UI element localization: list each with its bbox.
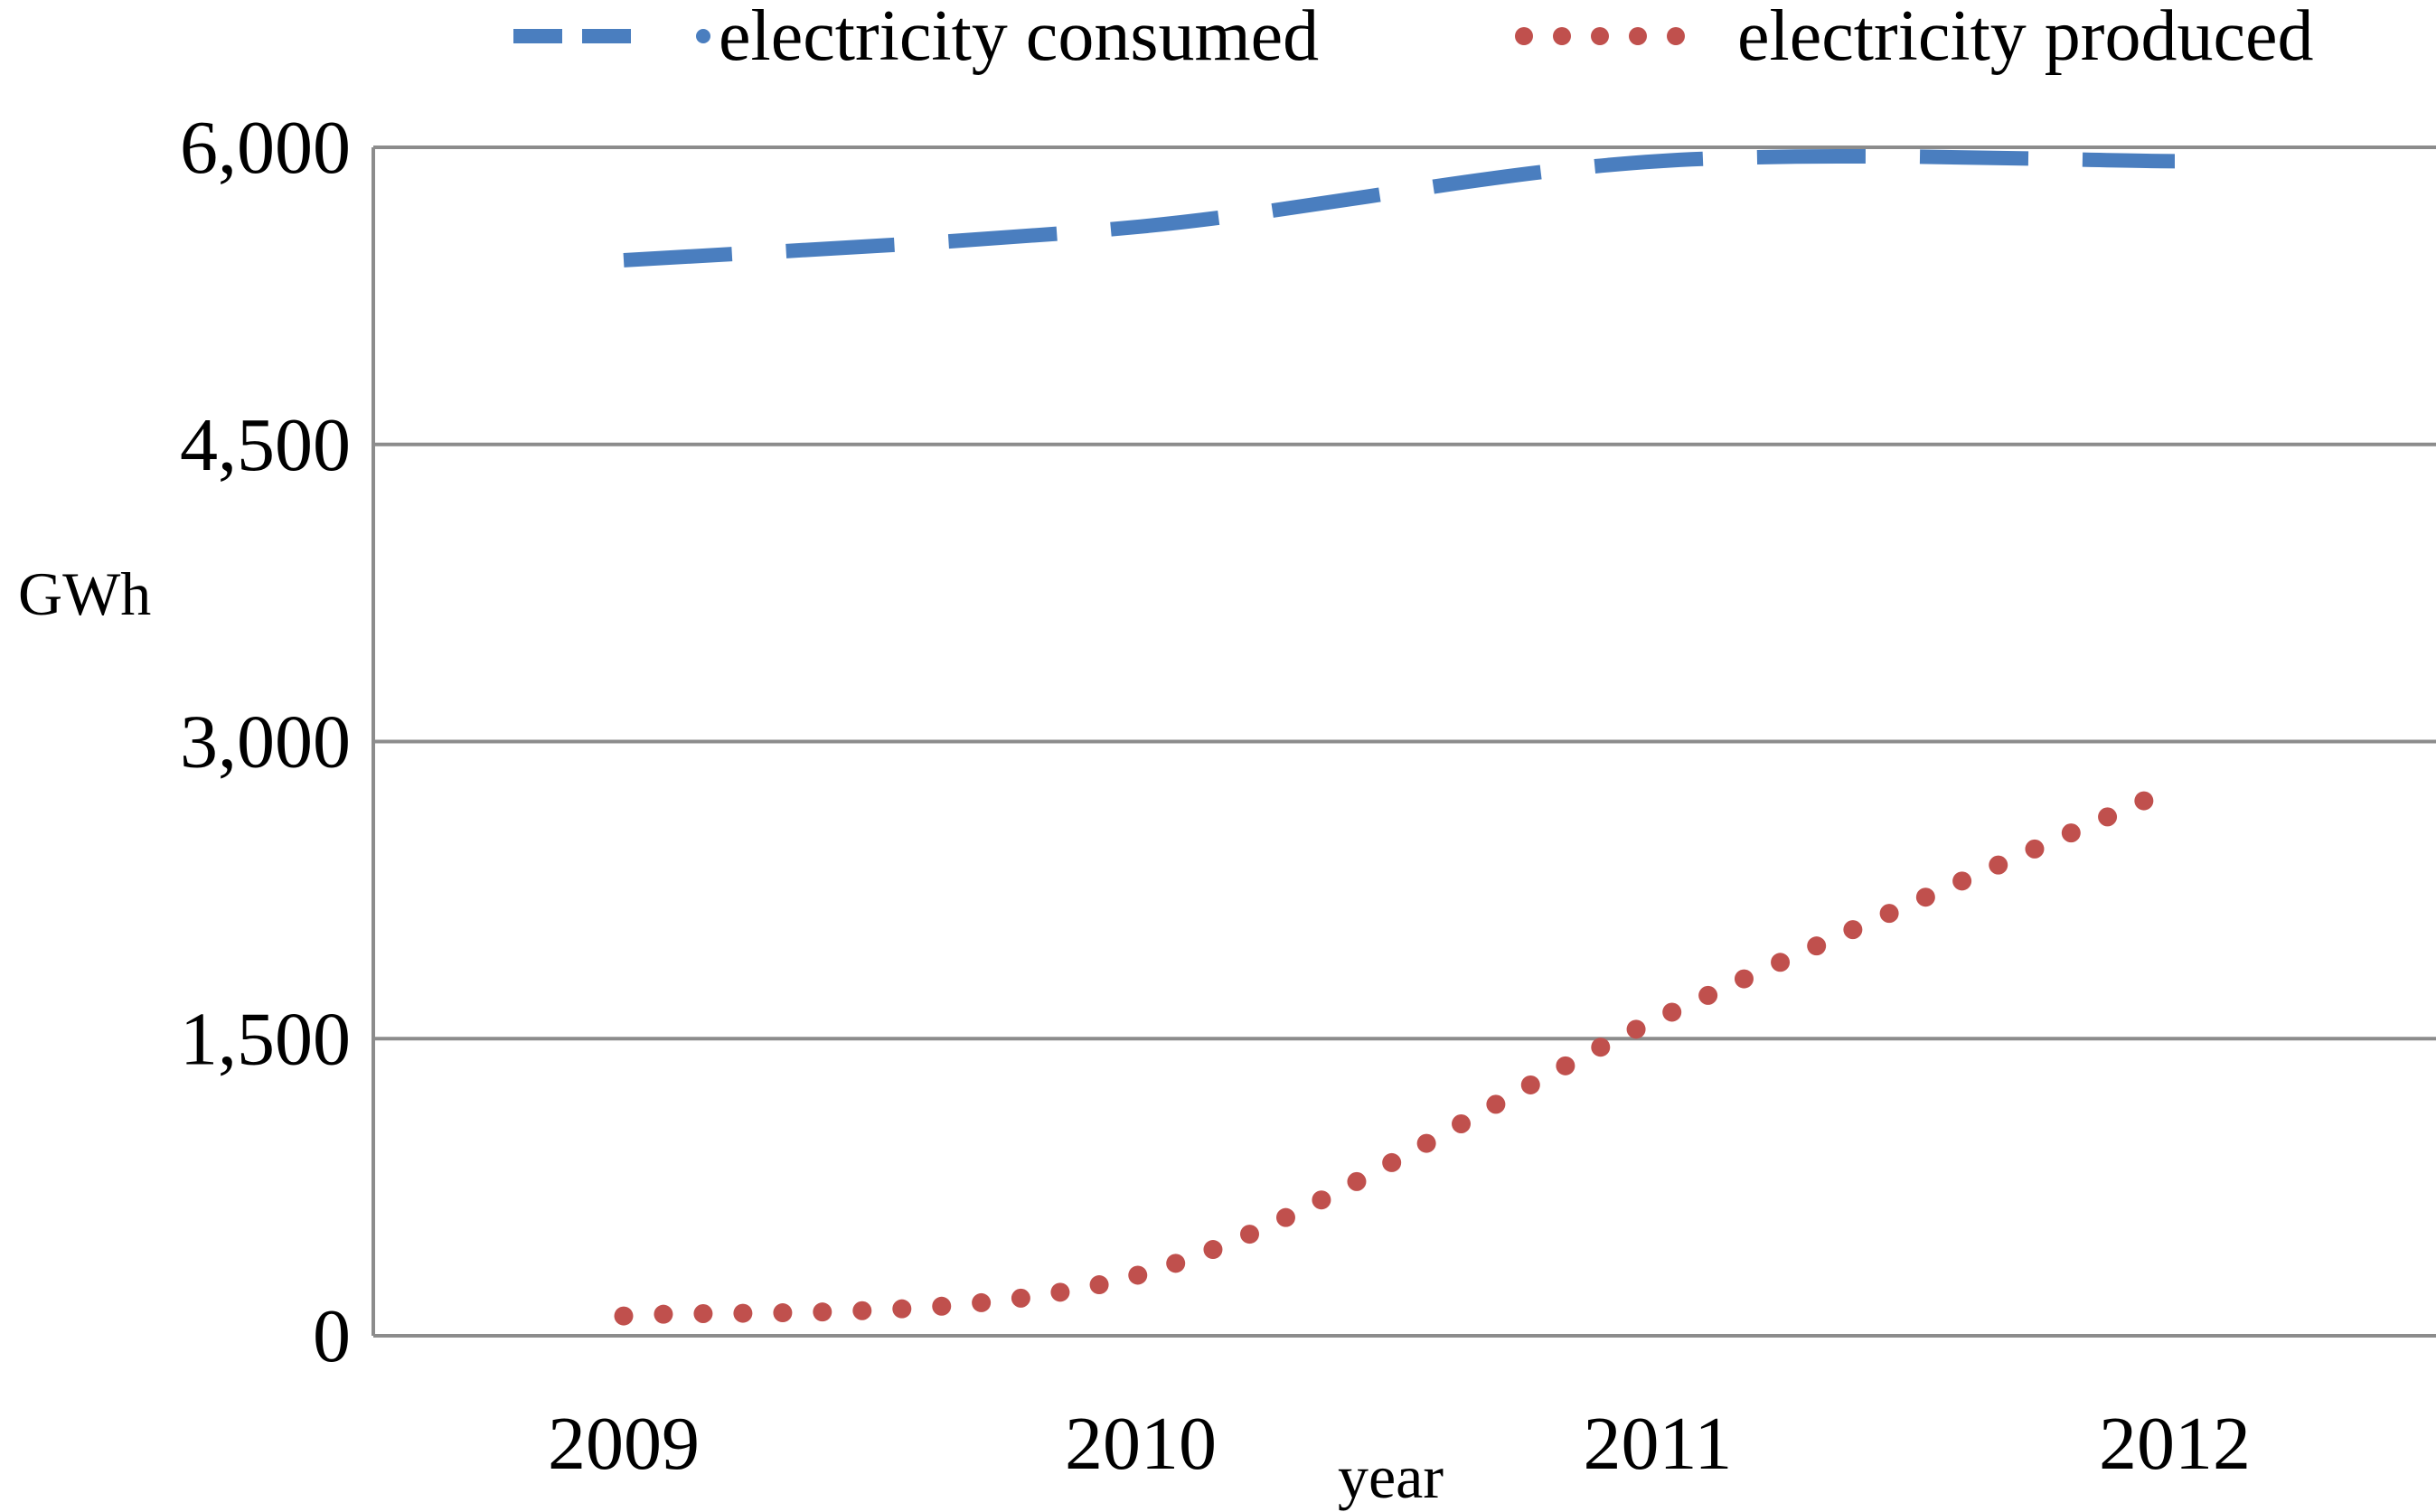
y-axis-ticks: 0 1,500 3,000 4,500 6,000 <box>180 106 351 1378</box>
data-point-produced-2009 <box>624 1316 625 1317</box>
x-tick-label: 2011 <box>1584 1402 1733 1486</box>
y-tick-label: 0 <box>313 1294 351 1378</box>
legend-label-produced: electricity produced <box>1737 0 2313 76</box>
gridlines <box>372 146 2436 1338</box>
data-point-consumed-2012 <box>2175 161 2176 162</box>
y-tick-label: 3,000 <box>180 700 351 784</box>
y-axis-title: GWh <box>18 559 151 628</box>
series-line-produced <box>614 777 2185 1326</box>
x-tick-label: 2012 <box>2099 1402 2251 1486</box>
data-point-consumed-2010 <box>1141 226 1142 227</box>
x-tick-label: 2009 <box>548 1402 700 1486</box>
legend-label-consumed: electricity consumed <box>719 0 1319 76</box>
y-tick-label: 4,500 <box>180 403 351 487</box>
x-tick-label: 2010 <box>1065 1402 1217 1486</box>
data-point-consumed-2011 <box>1658 161 1659 162</box>
x-axis-title: year <box>1338 1442 1444 1511</box>
y-tick-label: 6,000 <box>180 106 351 190</box>
y-tick-label: 1,500 <box>180 997 351 1081</box>
series-lines <box>614 148 2185 1326</box>
legend-swatch-consumed-dot <box>696 29 710 43</box>
data-point-produced-2010 <box>1141 1274 1142 1275</box>
series-line-consumed <box>623 148 2176 268</box>
data-point-consumed-2009 <box>624 259 625 260</box>
data-point-produced-2012 <box>2175 786 2176 787</box>
x-axis-ticks: 2009 2010 2011 2012 <box>548 1402 2251 1486</box>
legend: electricity consumed electricity produce… <box>513 0 2313 76</box>
